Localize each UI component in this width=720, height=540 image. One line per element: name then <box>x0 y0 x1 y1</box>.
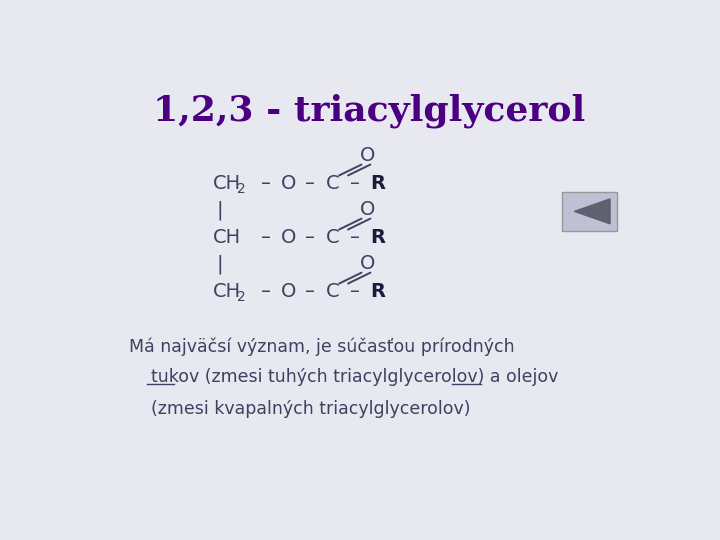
Text: CH: CH <box>213 174 241 193</box>
Text: CH: CH <box>213 228 241 247</box>
Text: O: O <box>280 228 296 247</box>
Text: O: O <box>280 282 296 301</box>
Text: R: R <box>370 228 385 247</box>
Text: –: – <box>305 282 315 301</box>
Text: R: R <box>370 282 385 301</box>
Text: O: O <box>359 200 375 219</box>
Text: –: – <box>261 228 271 247</box>
Text: –: – <box>305 228 315 247</box>
Text: –: – <box>350 228 360 247</box>
Text: CH: CH <box>213 282 241 301</box>
Text: O: O <box>359 254 375 273</box>
Text: Má najväčsí význam, je súčasťou prírodných: Má najväčsí význam, je súčasťou prírodný… <box>129 337 515 356</box>
FancyBboxPatch shape <box>562 192 617 231</box>
Text: –: – <box>305 174 315 193</box>
Text: –: – <box>261 174 271 193</box>
Text: |: | <box>216 200 222 220</box>
Text: O: O <box>359 145 375 165</box>
Text: –: – <box>350 174 360 193</box>
Text: –: – <box>350 282 360 301</box>
Text: –: – <box>261 282 271 301</box>
Polygon shape <box>575 199 610 224</box>
Text: |: | <box>216 255 222 274</box>
Text: tukov (zmesi tuhých triacylglycerolov) a olejov: tukov (zmesi tuhých triacylglycerolov) a… <box>129 368 559 386</box>
Text: R: R <box>370 174 385 193</box>
Text: 2: 2 <box>238 290 246 304</box>
Text: C: C <box>326 282 340 301</box>
Text: (zmesi kvapalných triacylglycerolov): (zmesi kvapalných triacylglycerolov) <box>129 400 471 417</box>
Text: 1,2,3 - triacylglycerol: 1,2,3 - triacylglycerol <box>153 94 585 129</box>
Text: 2: 2 <box>238 181 246 195</box>
Text: O: O <box>280 174 296 193</box>
Text: C: C <box>326 174 340 193</box>
Text: C: C <box>326 228 340 247</box>
